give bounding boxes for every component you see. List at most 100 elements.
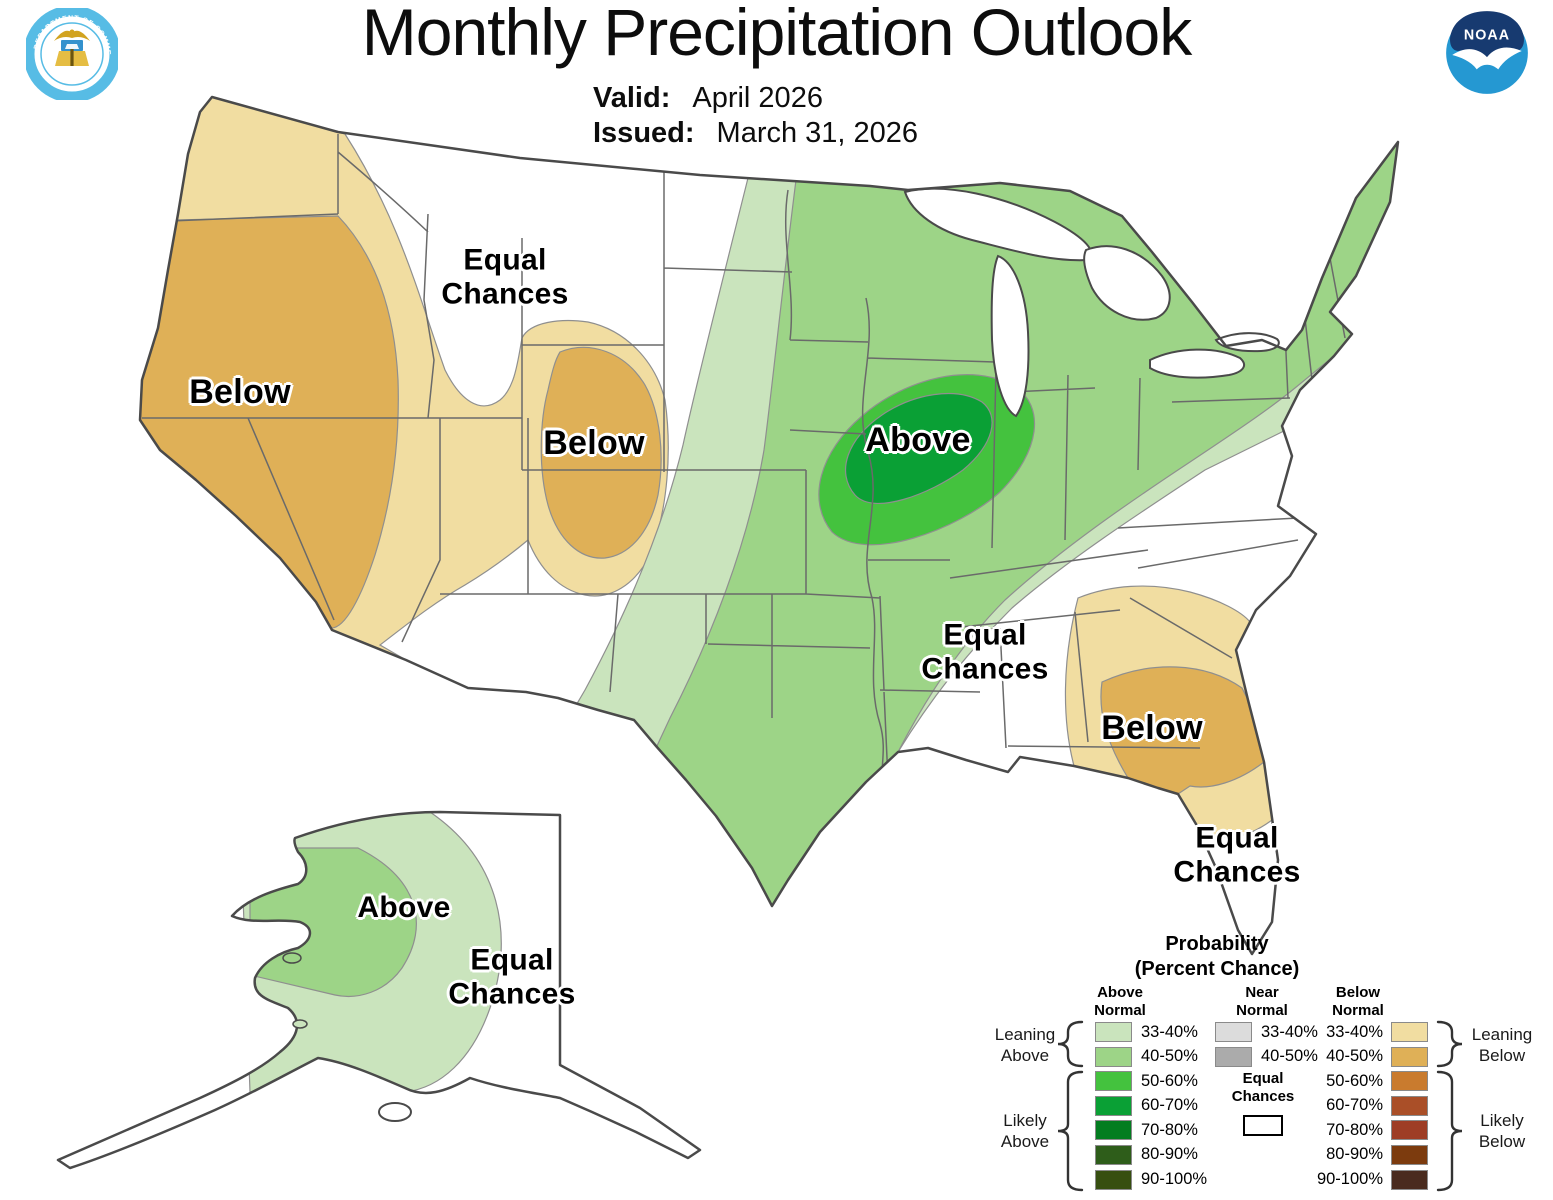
legend-row: 50-60% bbox=[1095, 1071, 1207, 1092]
legend-swatch bbox=[1095, 1022, 1132, 1042]
alaska-outline bbox=[56, 810, 702, 1170]
legend-column-above: 33-40% 40-50% 50-60% 60-70% 70-80% 80-90… bbox=[1095, 1022, 1207, 1190]
legend-swatch bbox=[1095, 1071, 1132, 1092]
legend-range-label: 60-70% bbox=[1326, 1096, 1383, 1115]
region-southeast-below-40-50 bbox=[1100, 666, 1265, 795]
noaa-wordmark: NOAA bbox=[1464, 28, 1510, 44]
brace-likely-above bbox=[1057, 1070, 1084, 1192]
region-west-below-40-50 bbox=[140, 215, 399, 631]
legend-row: 90-100% bbox=[1305, 1169, 1428, 1190]
map-label-plains-equal-chances: Equal Chances bbox=[441, 243, 569, 310]
legend-equal-chances-swatch bbox=[1243, 1115, 1283, 1136]
valid-value: April 2026 bbox=[692, 82, 823, 114]
legend-range-label: 90-100% bbox=[1316, 1170, 1383, 1189]
map-label-midwest-above: Above bbox=[865, 420, 971, 459]
region-above-60-70 bbox=[845, 392, 993, 504]
legend-row: 60-70% bbox=[1095, 1095, 1207, 1116]
legend-range-label: 60-70% bbox=[1141, 1096, 1198, 1115]
map-label-alaska-equal-chances: Equal Chances bbox=[448, 943, 576, 1010]
legend-row: 50-60% bbox=[1305, 1071, 1428, 1092]
legend-swatch bbox=[1391, 1095, 1428, 1116]
legend-title: Probability bbox=[1165, 933, 1269, 955]
legend-row: 33-40% bbox=[1305, 1022, 1428, 1042]
valid-label: Valid: bbox=[593, 82, 671, 114]
legend-equal-chances-label: Equal Chances bbox=[1231, 1070, 1295, 1105]
doc-seal-ship bbox=[65, 44, 79, 49]
state-boundaries bbox=[142, 134, 1346, 791]
legend-swatch bbox=[1215, 1046, 1252, 1067]
issued-line: Issued: March 31, 2026 bbox=[593, 117, 918, 150]
alaska-island-green-1 bbox=[282, 952, 302, 964]
noaa-logo-svg: NOAA bbox=[1446, 11, 1528, 94]
lake-erie bbox=[1149, 348, 1245, 379]
legend-row: 40-50% bbox=[1305, 1046, 1428, 1067]
legend-swatch bbox=[1095, 1144, 1132, 1165]
map-label-west-below: Below bbox=[189, 372, 291, 411]
noaa-logo: NOAA bbox=[1440, 6, 1534, 105]
doc-seal-logo: DEPARTMENT OF COMMERCE UNITED STATES OF … bbox=[23, 3, 121, 105]
valid-line: Valid: April 2026 bbox=[593, 82, 823, 115]
legend-range-label: 33-40% bbox=[1141, 1022, 1198, 1041]
legend-range-label: 40-50% bbox=[1326, 1047, 1383, 1066]
legend-swatch bbox=[1391, 1071, 1428, 1092]
legend-swatch bbox=[1391, 1169, 1428, 1190]
legend-column-near: 33-40% 40-50% bbox=[1215, 1022, 1318, 1067]
legend-swatch bbox=[1095, 1169, 1132, 1190]
map-label-florida-equal-chances: Equal Chances bbox=[1173, 821, 1301, 888]
alaska-island-green-2 bbox=[292, 1019, 308, 1029]
legend-row: 80-90% bbox=[1305, 1144, 1428, 1165]
legend-row: 33-40% bbox=[1215, 1022, 1318, 1042]
legend-range-label: 33-40% bbox=[1261, 1022, 1318, 1041]
legend-swatch bbox=[1095, 1120, 1132, 1141]
legend-swatch bbox=[1215, 1022, 1252, 1042]
legend-row: 60-70% bbox=[1305, 1095, 1428, 1116]
doc-seal-column bbox=[70, 49, 74, 66]
legend-range-label: 80-90% bbox=[1326, 1145, 1383, 1164]
page-title: Monthly Precipitation Outlook bbox=[361, 0, 1192, 69]
map-label-south-equal-chances: Equal Chances bbox=[921, 618, 1049, 685]
lake-michigan bbox=[990, 254, 1030, 418]
legend-column-below: 33-40% 40-50% 50-60% 60-70% 70-80% 80-90… bbox=[1305, 1022, 1428, 1190]
lake-huron bbox=[1083, 245, 1171, 321]
legend-row: 90-100% bbox=[1095, 1169, 1207, 1190]
doc-seal-svg: DEPARTMENT OF COMMERCE UNITED STATES OF … bbox=[23, 3, 121, 103]
legend-swatch bbox=[1095, 1095, 1132, 1116]
legend-subtitle: (Percent Chance) bbox=[1134, 958, 1300, 980]
legend-row: 70-80% bbox=[1095, 1120, 1207, 1141]
conus-outline bbox=[138, 95, 1400, 956]
legend-range-label: 80-90% bbox=[1141, 1145, 1198, 1164]
brace-leaning-below bbox=[1436, 1020, 1463, 1068]
legend-row: 80-90% bbox=[1095, 1144, 1207, 1165]
legend-range-label: 50-60% bbox=[1141, 1071, 1198, 1090]
legend-row: 70-80% bbox=[1305, 1120, 1428, 1141]
legend-range-label: 70-80% bbox=[1141, 1120, 1198, 1139]
map-label-central-below: Below bbox=[543, 423, 645, 462]
legend-likely-above-label: Likely Above bbox=[1000, 1111, 1050, 1152]
legend-header-below-normal: Below Normal bbox=[1332, 984, 1384, 1019]
doc-seal-eagle-head bbox=[69, 29, 75, 35]
issued-label: Issued: bbox=[593, 117, 695, 149]
brace-likely-below bbox=[1436, 1070, 1463, 1192]
legend-swatch bbox=[1095, 1046, 1132, 1067]
legend-row: 33-40% bbox=[1095, 1022, 1207, 1042]
legend-braces bbox=[1057, 1020, 1463, 1192]
region-central-below-40-50 bbox=[540, 346, 662, 559]
legend-range-label: 50-60% bbox=[1326, 1071, 1383, 1090]
legend-range-label: 70-80% bbox=[1326, 1120, 1383, 1139]
legend-row: 40-50% bbox=[1215, 1046, 1318, 1067]
legend-likely-below-label: Likely Below bbox=[1478, 1111, 1526, 1152]
legend-swatch bbox=[1391, 1144, 1428, 1165]
legend-range-label: 33-40% bbox=[1326, 1022, 1383, 1041]
legend-swatch bbox=[1391, 1022, 1428, 1042]
legend-row: 40-50% bbox=[1095, 1046, 1207, 1067]
legend-swatch bbox=[1391, 1120, 1428, 1141]
legend-header-above-normal: Above Normal bbox=[1094, 984, 1146, 1019]
map-label-southeast-below: Below bbox=[1101, 708, 1203, 747]
legend-leaning-above-label: Leaning Above bbox=[994, 1025, 1056, 1066]
legend-swatch bbox=[1391, 1046, 1428, 1067]
doc-seal-eagle bbox=[54, 30, 90, 41]
great-lakes bbox=[903, 187, 1280, 418]
issued-value: March 31, 2026 bbox=[716, 117, 919, 149]
